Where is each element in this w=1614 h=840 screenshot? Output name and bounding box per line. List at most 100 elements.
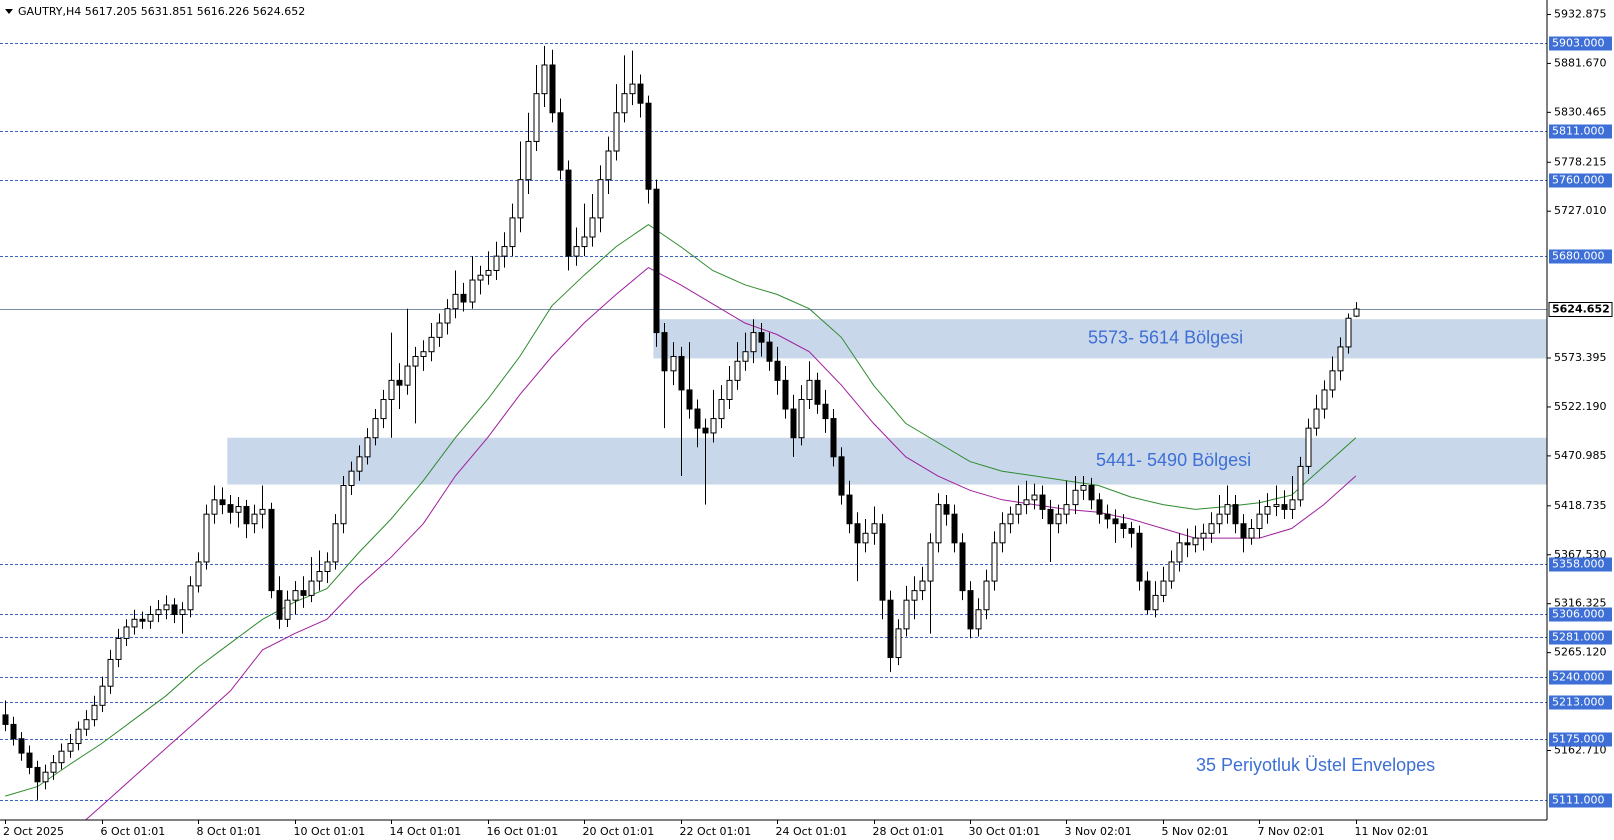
candle-body: [1160, 580, 1167, 596]
candle-body: [1136, 532, 1143, 582]
y-tick-label: 5932.875: [1554, 7, 1607, 20]
zone-label: 5573- 5614 Bölgesi: [1088, 328, 1243, 348]
candle-body: [364, 437, 371, 458]
y-tick-label: 5162.710: [1554, 744, 1607, 757]
candle-body: [678, 355, 685, 391]
y-tick-label: 5830.465: [1554, 105, 1607, 118]
candle-body: [774, 360, 781, 381]
candle-body: [99, 685, 106, 706]
level-label: 5903.000: [1552, 37, 1605, 50]
candle-body: [316, 571, 323, 582]
candle-body: [187, 585, 194, 611]
candle-body: [846, 494, 853, 525]
candle-body: [951, 513, 958, 544]
candle-body: [935, 504, 942, 544]
candle-body: [452, 293, 459, 310]
candle-body: [147, 614, 154, 622]
candle-body: [251, 513, 258, 525]
candle-body: [58, 750, 65, 764]
x-tick-label: 11 Nov 02:01: [1355, 825, 1429, 838]
candle-body: [1297, 465, 1304, 501]
level-label-box: [1549, 630, 1612, 645]
candle-body: [50, 762, 57, 773]
candle-body: [485, 269, 492, 276]
candle-body: [75, 728, 82, 745]
y-tick-label: 5418.735: [1554, 499, 1607, 512]
candle-body: [203, 513, 210, 563]
candle-body: [107, 658, 114, 687]
candle-body: [372, 418, 379, 439]
candle-body: [1104, 513, 1111, 520]
candle-body: [927, 542, 934, 582]
candle-body: [943, 504, 950, 515]
x-tick-label: 22 Oct 01:01: [680, 825, 752, 838]
candle-body: [340, 485, 347, 525]
candle-body: [517, 179, 524, 219]
candle-body: [91, 704, 98, 721]
level-label-box: [1549, 124, 1612, 139]
candle-body: [806, 379, 813, 400]
candle-body: [83, 719, 90, 730]
candle-body: [750, 332, 757, 353]
x-tick-label: 28 Oct 01:01: [873, 825, 945, 838]
level-label-box: [1549, 695, 1612, 710]
candle-body: [300, 590, 307, 596]
candle-body: [911, 590, 918, 601]
level-label-box: [1549, 670, 1612, 685]
level-label-box: [1549, 36, 1612, 51]
envelope-line: [84, 267, 1357, 820]
zone: [227, 437, 1547, 485]
zones: 5573- 5614 Bölgesi 5441- 5490 Bölgesi: [227, 319, 1547, 485]
candle-body: [131, 618, 138, 628]
candle-body: [1072, 489, 1079, 506]
candle-body: [694, 408, 701, 429]
candle-body: [1200, 532, 1207, 539]
header-text: GAUTRY,H4 5617.205 5631.851 5616.226 562…: [18, 5, 305, 18]
candle-body: [412, 355, 419, 367]
candle-body: [959, 542, 966, 592]
candle-body: [1256, 513, 1263, 530]
candle-body: [308, 580, 315, 596]
candle-body: [259, 508, 266, 515]
candle-body: [838, 456, 845, 496]
candle-body: [509, 217, 516, 248]
candle-body: [163, 604, 170, 611]
candle-body: [67, 743, 74, 752]
candle-body: [171, 604, 178, 616]
x-tick-label: 24 Oct 01:01: [776, 825, 848, 838]
candle-body: [967, 590, 974, 630]
candle-body: [396, 379, 403, 386]
header-arrow: [5, 9, 13, 14]
candle-body: [686, 389, 693, 410]
candle-body: [742, 351, 749, 362]
candle-body: [1152, 594, 1159, 611]
price-label-box: [1548, 302, 1613, 317]
candle-body: [541, 64, 548, 95]
candle-body: [814, 379, 821, 405]
candle-body: [1224, 504, 1231, 515]
x-tick-label: 14 Oct 01:01: [390, 825, 462, 838]
candle-body: [1264, 506, 1271, 515]
candle-body: [276, 590, 283, 620]
candle-body: [155, 609, 162, 616]
candle-body: [332, 523, 339, 563]
candle-body: [115, 637, 122, 660]
candle-body: [1329, 370, 1336, 391]
candle-body: [525, 140, 532, 181]
candle-body: [1289, 499, 1296, 510]
candle-body: [1281, 504, 1288, 510]
candle-body: [348, 470, 355, 487]
candle-body: [710, 418, 717, 434]
candle-body: [822, 403, 829, 420]
candle-body: [862, 532, 869, 544]
candle-body: [645, 102, 652, 190]
candle-body: [34, 766, 41, 783]
level-label-box: [1549, 793, 1612, 808]
close: 5624.652: [253, 5, 306, 18]
candle-body: [211, 499, 218, 515]
candle-body: [1345, 317, 1352, 348]
candle-body: [975, 609, 982, 630]
candle-body: [380, 398, 387, 420]
